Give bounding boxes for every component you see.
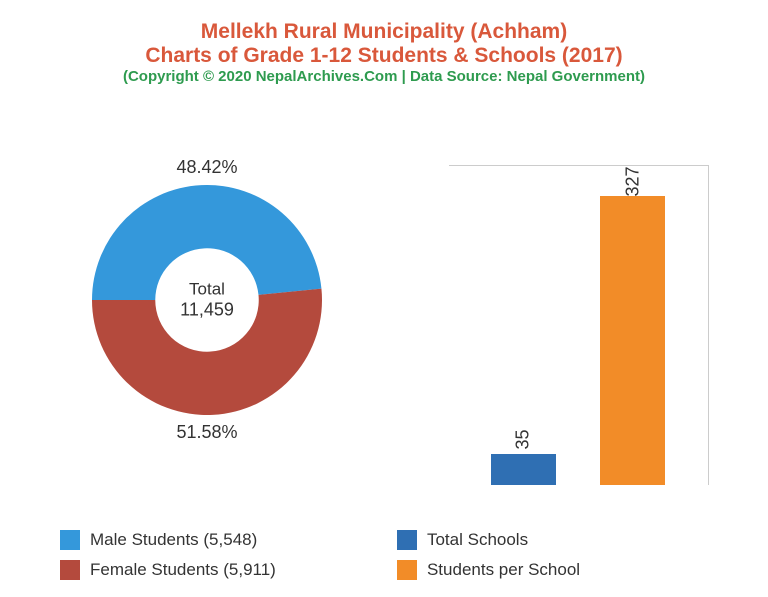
legend-text: Total Schools bbox=[427, 530, 528, 550]
legend-swatch bbox=[397, 560, 417, 580]
bar-item: 35 bbox=[488, 429, 558, 485]
donut-center-value: 11,459 bbox=[180, 300, 234, 321]
chart-container: Mellekh Rural Municipality (Achham) Char… bbox=[0, 0, 768, 597]
donut-chart: 48.42% Total 11,459 51.58% bbox=[30, 185, 384, 415]
bar-rect bbox=[491, 454, 556, 485]
legends: Male Students (5,548) Female Students (5,… bbox=[30, 530, 738, 590]
title-block: Mellekh Rural Municipality (Achham) Char… bbox=[30, 20, 738, 85]
legend-swatch bbox=[397, 530, 417, 550]
legend-right: Total Schools Students per School bbox=[397, 530, 708, 590]
legend-swatch bbox=[60, 560, 80, 580]
copyright-line: (Copyright © 2020 NepalArchives.Com | Da… bbox=[30, 68, 738, 85]
bar-plot: 35 327 bbox=[449, 165, 709, 485]
bar-value-label: 327 bbox=[622, 167, 643, 197]
legend-swatch bbox=[60, 530, 80, 550]
bar-rect bbox=[600, 196, 665, 485]
bar-chart: 35 327 bbox=[419, 115, 738, 485]
legend-text: Female Students (5,911) bbox=[90, 560, 276, 580]
donut-center: Total 11,459 bbox=[180, 280, 234, 321]
legend-text: Male Students (5,548) bbox=[90, 530, 257, 550]
legend-text: Students per School bbox=[427, 560, 580, 580]
bar-item: 327 bbox=[598, 171, 668, 485]
donut-top-label: 48.42% bbox=[176, 157, 237, 178]
legend-row: Female Students (5,911) bbox=[60, 560, 371, 580]
legend-row: Total Schools bbox=[397, 530, 708, 550]
bar-value-label: 35 bbox=[513, 430, 534, 450]
legend-left: Male Students (5,548) Female Students (5,… bbox=[60, 530, 371, 590]
donut-wrap: 48.42% Total 11,459 51.58% bbox=[92, 185, 322, 415]
legend-row: Male Students (5,548) bbox=[60, 530, 371, 550]
legend-row: Students per School bbox=[397, 560, 708, 580]
chart-area: 48.42% Total 11,459 51.58% 35 327 bbox=[30, 115, 738, 485]
title-line-2: Charts of Grade 1-12 Students & Schools … bbox=[30, 44, 738, 68]
donut-bottom-label: 51.58% bbox=[176, 422, 237, 443]
donut-center-label: Total bbox=[180, 280, 234, 300]
title-line-1: Mellekh Rural Municipality (Achham) bbox=[30, 20, 738, 44]
